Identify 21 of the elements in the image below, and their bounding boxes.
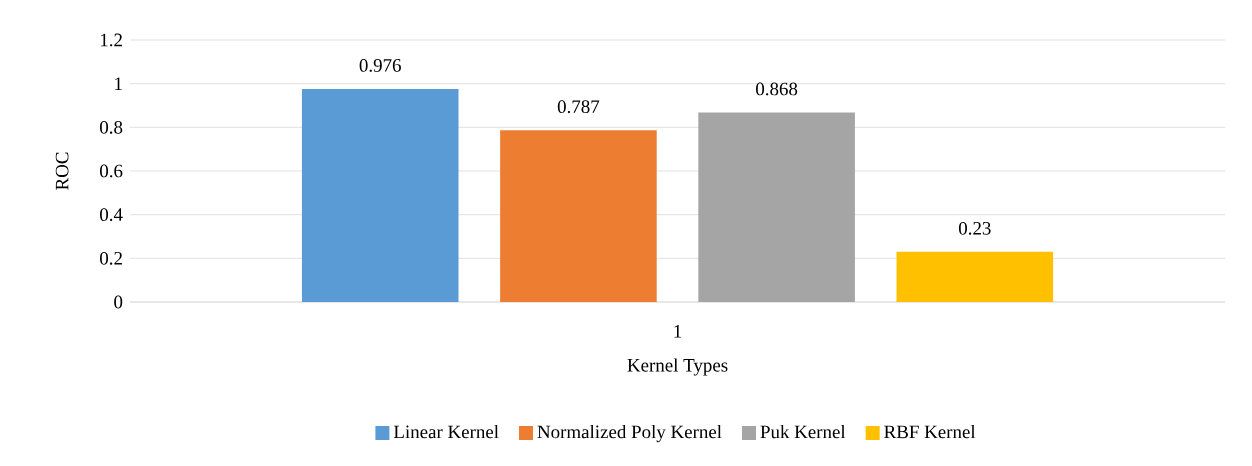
y-tick-label: 0 xyxy=(114,295,123,309)
bar xyxy=(500,130,657,302)
legend-label: Puk Kernel xyxy=(760,424,846,439)
data-label: 0.868 xyxy=(756,82,798,96)
y-tick-label: 0.2 xyxy=(100,251,122,265)
y-axis-title: ROC xyxy=(55,152,69,190)
y-tick-label: 1 xyxy=(115,77,122,90)
bar xyxy=(301,88,459,302)
y-tick-label: 0.4 xyxy=(100,208,123,222)
bar xyxy=(896,251,1054,302)
y-tick-label: 1.2 xyxy=(100,33,122,47)
data-label: 0.787 xyxy=(557,100,600,114)
y-tick-label: 0.8 xyxy=(100,120,123,134)
legend-label: RBF Kernel xyxy=(884,424,976,439)
data-label: 0.976 xyxy=(359,59,401,72)
x-axis-title: Kernel Types xyxy=(627,358,728,376)
legend-label: Normalized Poly Kernel xyxy=(537,424,722,443)
y-tick-label: 0.6 xyxy=(100,164,123,178)
data-label: 0.23 xyxy=(958,221,991,235)
legend-label: Linear Kernel xyxy=(393,424,499,439)
bar xyxy=(698,112,855,302)
